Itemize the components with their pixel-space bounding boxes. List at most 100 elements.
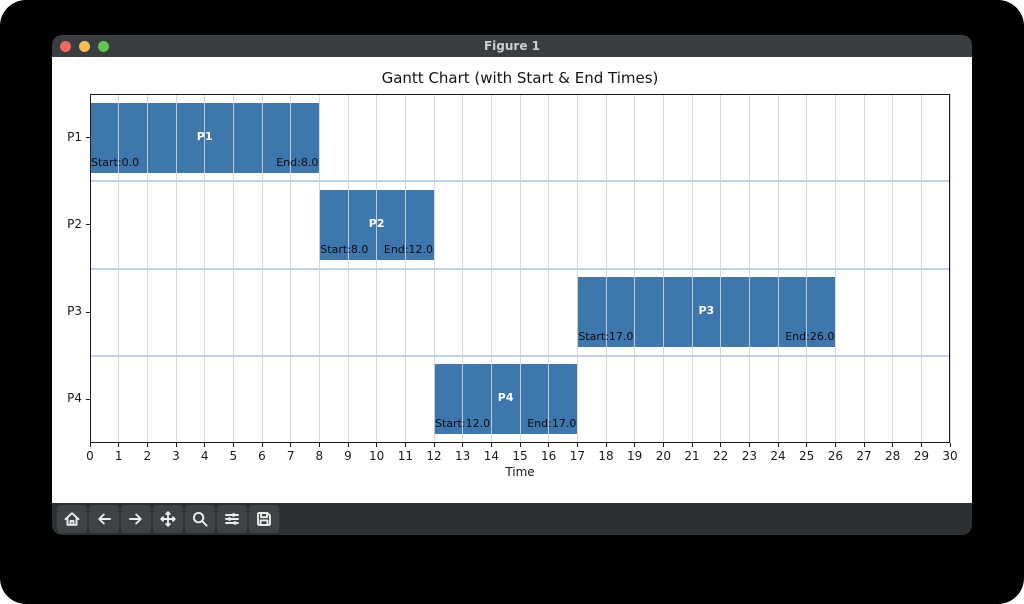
x-tick-label: 8 [315, 449, 324, 463]
bar-name-label: P1 [196, 129, 213, 143]
x-axis-label: Time [505, 465, 535, 479]
x-tick-label: 28 [885, 449, 901, 463]
x-tick-label: 4 [200, 449, 209, 463]
navigation-toolbar [52, 503, 972, 535]
x-tick-label: 6 [258, 449, 266, 463]
bar-start-annotation: Start:8.0 [320, 242, 369, 256]
window-controls [60, 35, 109, 57]
x-tick-label: 23 [741, 449, 757, 463]
row-separator [90, 354, 950, 357]
x-tick-label: 14 [483, 449, 499, 463]
x-tick-label: 27 [856, 449, 872, 463]
gridline-x-30 [949, 94, 951, 443]
x-tick-mark [261, 443, 263, 447]
x-tick-label: 10 [369, 449, 385, 463]
x-tick-mark [519, 443, 521, 447]
x-tick-mark [634, 443, 636, 447]
x-tick-label: 29 [913, 449, 929, 463]
toolbar-save-button[interactable] [249, 505, 279, 533]
figure-canvas[interactable]: Gantt Chart (with Start & End Times) P1 S… [52, 57, 972, 503]
sliders-icon [225, 513, 239, 525]
x-tick-mark [433, 443, 435, 447]
x-tick-mark [662, 443, 664, 447]
row-separator [90, 180, 950, 183]
home-icon [64, 512, 80, 526]
arrow-right-icon [129, 513, 142, 525]
bar-name-label: P2 [368, 216, 385, 230]
x-tick-label: 15 [512, 449, 528, 463]
x-tick-mark [834, 443, 836, 447]
x-tick-mark [118, 443, 120, 447]
x-tick-mark [490, 443, 492, 447]
x-tick-mark [720, 443, 722, 447]
minimize-button[interactable] [79, 40, 90, 52]
x-tick-label: 13 [455, 449, 471, 463]
x-tick-mark [863, 443, 865, 447]
gantt-bar-p3: P3 Start:17.0 End:26.0 [577, 277, 836, 348]
x-tick-label: 2 [143, 449, 152, 463]
x-tick-mark [175, 443, 177, 447]
x-tick-label: 25 [799, 449, 815, 463]
x-tick-label: 0 [86, 449, 94, 463]
x-tick-mark [404, 443, 406, 447]
zoom-button[interactable] [98, 40, 109, 52]
x-tick-mark [605, 443, 607, 447]
window-title: Figure 1 [483, 39, 541, 53]
y-tick-mark [86, 224, 90, 226]
bar-end-annotation: End:12.0 [383, 242, 433, 256]
x-tick-label: 20 [655, 449, 671, 463]
x-tick-label: 12 [426, 449, 442, 463]
close-button[interactable] [60, 40, 71, 52]
x-tick-mark [347, 443, 349, 447]
x-tick-label: 5 [229, 449, 238, 463]
bar-start-annotation: Start:12.0 [435, 417, 491, 431]
bar-end-annotation: End:17.0 [527, 417, 577, 431]
x-tick-mark [691, 443, 693, 447]
toolbar-subplots-button[interactable] [217, 505, 247, 533]
row-separator [90, 267, 950, 270]
x-tick-label: 3 [172, 449, 180, 463]
x-tick-mark [204, 443, 206, 447]
x-tick-mark [949, 443, 951, 447]
x-tick-label: 24 [770, 449, 786, 463]
toolbar-home-button[interactable] [57, 505, 87, 533]
toolbar-back-button[interactable] [89, 505, 119, 533]
toolbar-forward-button[interactable] [121, 505, 151, 533]
window-titlebar[interactable]: Figure 1 [52, 35, 972, 57]
x-tick-mark [318, 443, 320, 447]
x-tick-label: 9 [344, 449, 352, 463]
y-tick-label: P2 [67, 216, 82, 231]
y-tick-label: P1 [67, 129, 82, 144]
x-tick-label: 1 [114, 449, 123, 463]
x-tick-mark [548, 443, 550, 447]
x-tick-mark [777, 443, 779, 447]
toolbar-zoom-button[interactable] [185, 505, 215, 533]
x-tick-label: 17 [569, 449, 585, 463]
toolbar-pan-button[interactable] [153, 505, 183, 533]
bar-end-annotation: End:26.0 [785, 330, 835, 344]
x-tick-label: 11 [397, 449, 413, 463]
x-tick-mark [748, 443, 750, 447]
y-tick-mark [86, 398, 90, 400]
x-tick-mark [806, 443, 808, 447]
chart-title: Gantt Chart (with Start & End Times) [381, 69, 659, 87]
x-tick-mark [290, 443, 292, 447]
magnifier-icon [192, 511, 208, 527]
bar-name-label: P4 [497, 391, 514, 405]
move-icon [160, 511, 176, 527]
x-tick-label: 18 [598, 449, 614, 463]
x-tick-label: 21 [684, 449, 700, 463]
x-tick-label: 22 [713, 449, 729, 463]
x-tick-mark [920, 443, 922, 447]
x-tick-mark [462, 443, 464, 447]
bar-end-annotation: End:8.0 [276, 155, 319, 169]
save-icon [257, 512, 271, 526]
x-tick-mark [892, 443, 894, 447]
x-tick-label: 16 [541, 449, 557, 463]
bar-start-annotation: Start:0.0 [91, 155, 140, 169]
y-tick-label: P4 [67, 391, 82, 406]
y-tick-mark [86, 137, 90, 139]
y-tick-mark [86, 311, 90, 313]
y-tick-label: P3 [67, 304, 82, 319]
